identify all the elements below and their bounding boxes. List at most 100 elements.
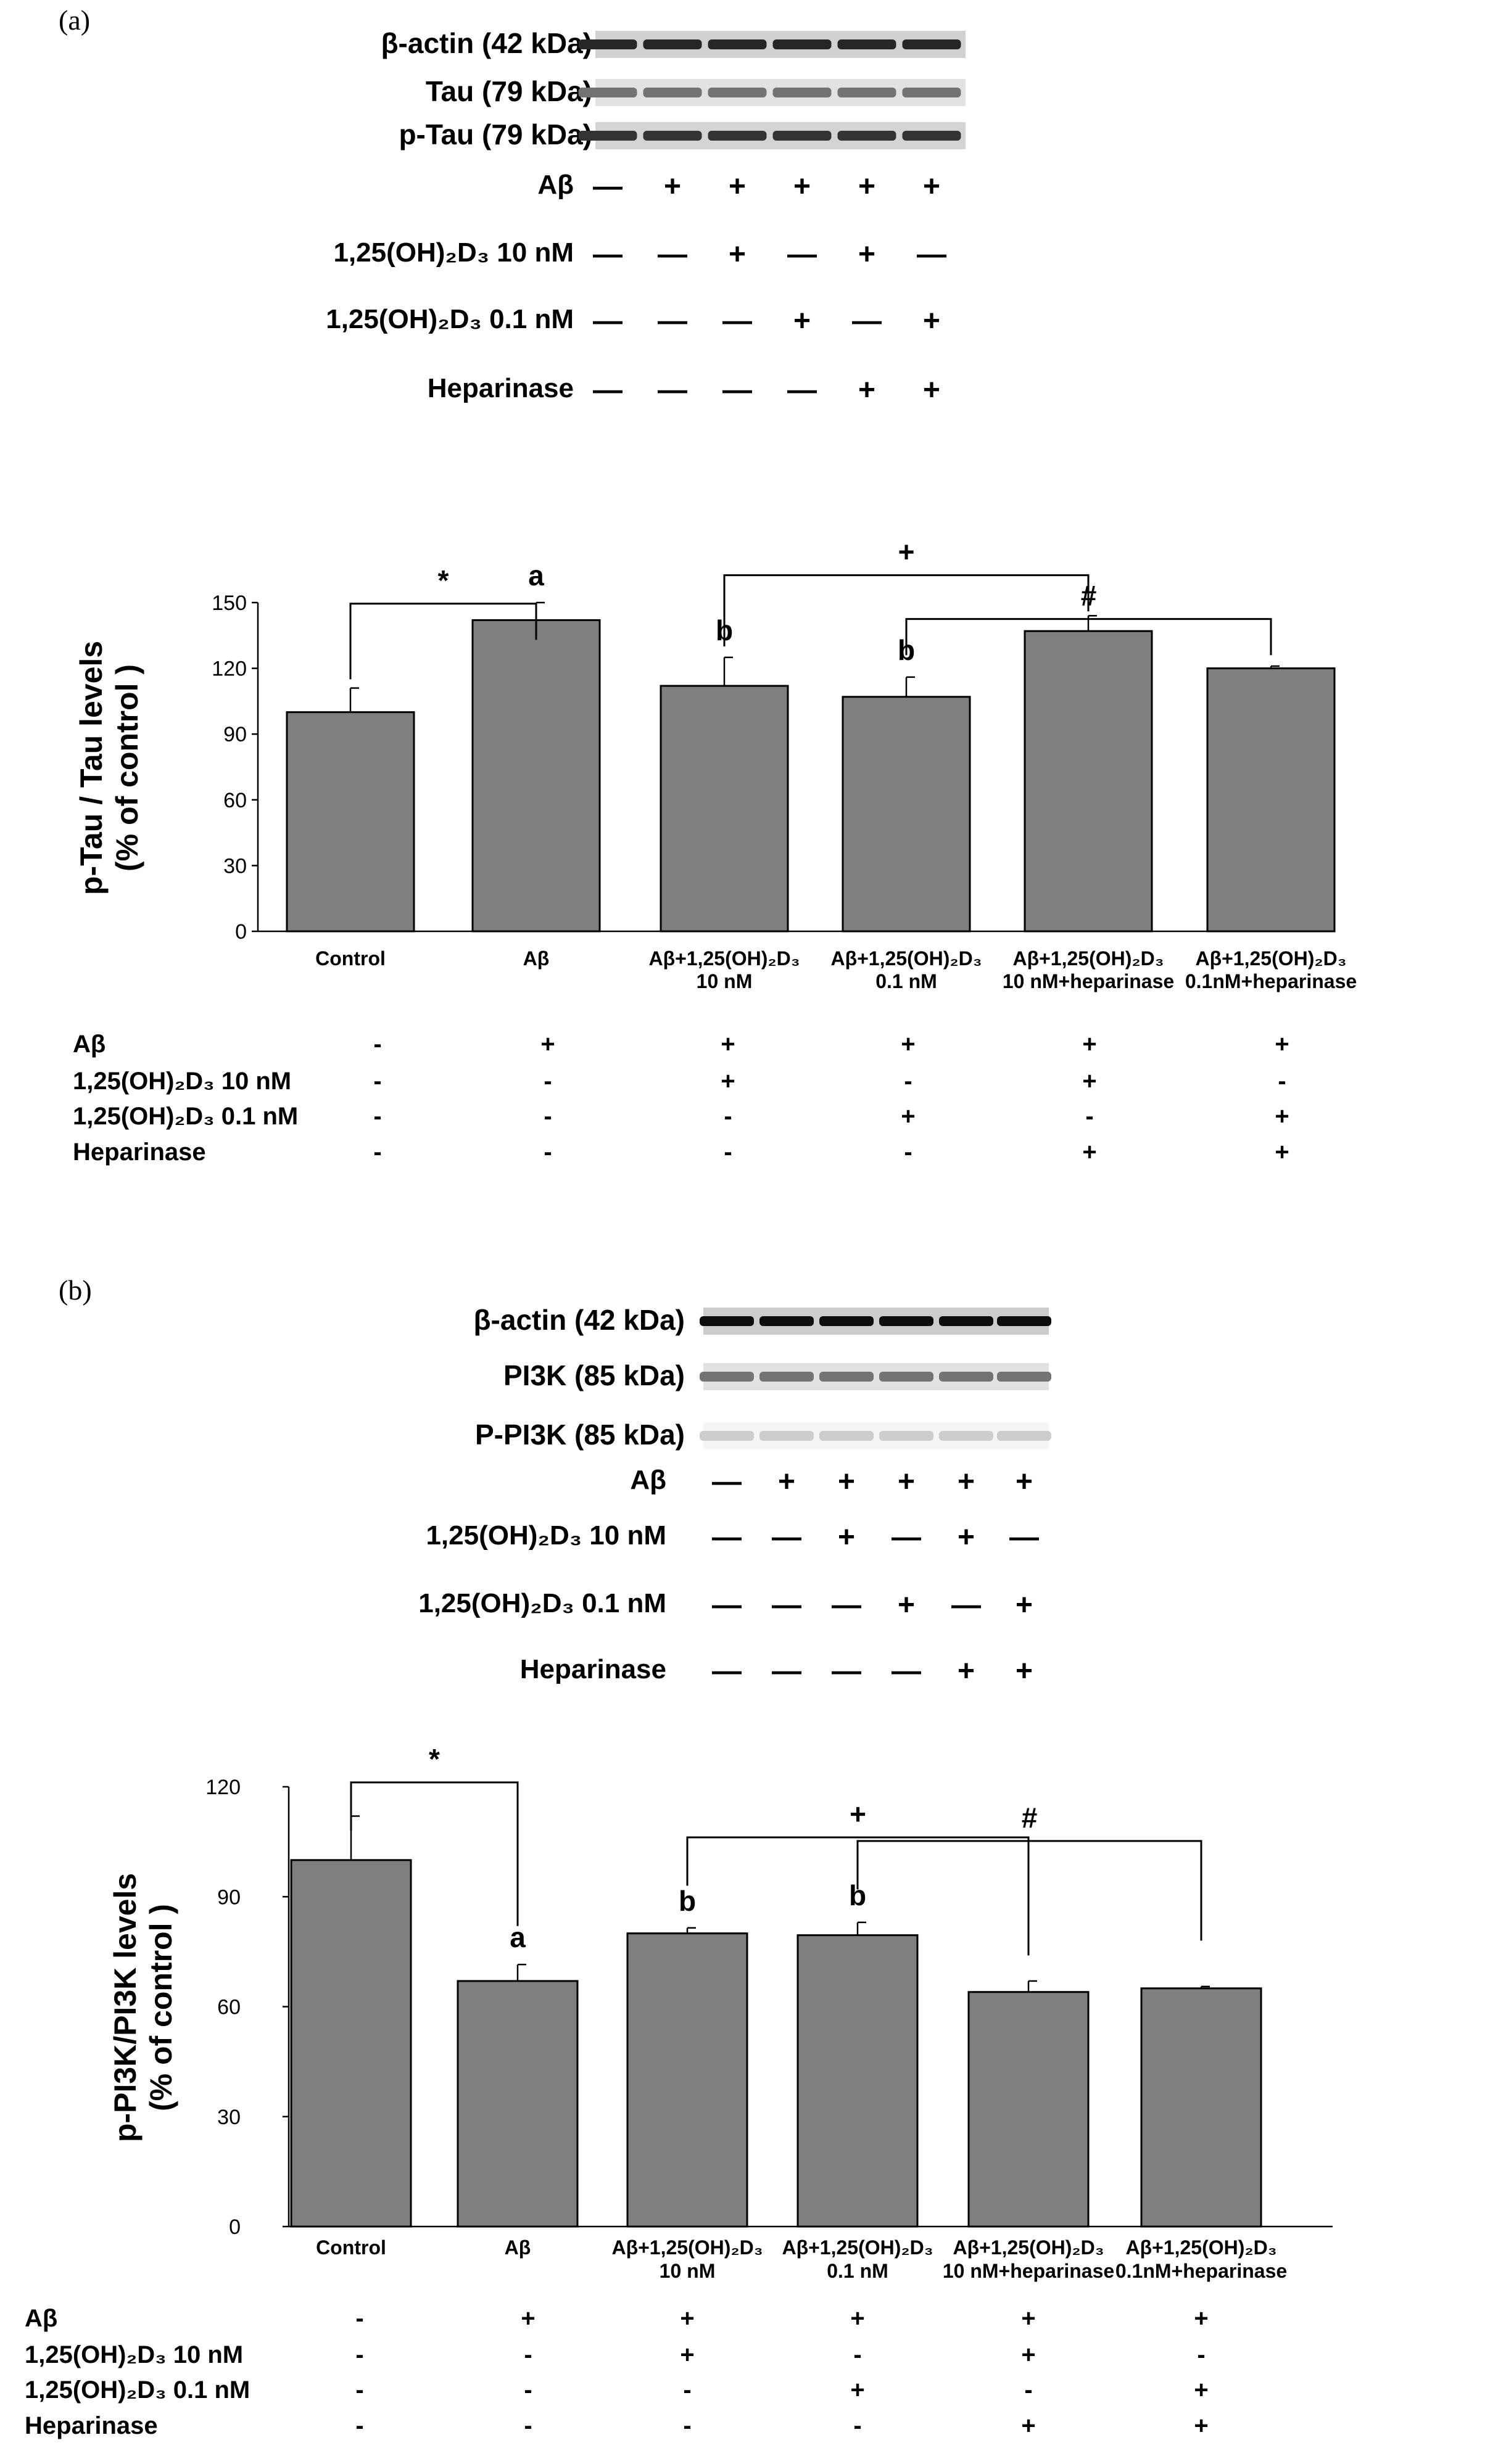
treatment-mark: - (373, 1068, 381, 1095)
significance-symbol: + (898, 536, 915, 568)
treatment-mark: + (1275, 1103, 1289, 1130)
category-label-line2: 10 nM+heparinase (1003, 970, 1174, 992)
blot-band (772, 88, 832, 97)
treatment-mark: - (1278, 1068, 1286, 1095)
y-tick-label: 90 (223, 723, 247, 746)
treatment-mark: + (1021, 2412, 1035, 2439)
treatment-mark: - (544, 1103, 552, 1130)
blot-condition-mark: — (832, 1589, 861, 1621)
blot-label: p-Tau (79 kDa) (399, 118, 592, 150)
treatment-mark: + (1275, 1031, 1289, 1058)
blot-band (819, 1316, 874, 1326)
category-label-line2: 0.1nM+heparinase (1185, 970, 1357, 992)
treatment-mark: + (1021, 2341, 1035, 2368)
blot-band (837, 131, 896, 141)
significance-symbol: + (850, 1798, 866, 1830)
significance-bracket (856, 1840, 1202, 1941)
blot-condition-mark: — (712, 1465, 742, 1498)
blot-condition-mark: — (722, 305, 752, 337)
blot-label: β-actin (42 kDa) (473, 1304, 685, 1336)
treatment-mark: - (355, 2341, 363, 2368)
bar (471, 619, 601, 933)
category-label: Aβ+1,25(OH)₂D₃ (648, 947, 800, 970)
blot-condition-mark: — (658, 374, 687, 406)
blot-band (708, 88, 767, 97)
bar (1024, 630, 1153, 933)
significance-bracket (723, 574, 1090, 647)
significance-bracket (350, 1781, 519, 1926)
blot-condition-mark: + (1016, 1589, 1033, 1621)
treatment-mark: - (853, 2412, 861, 2439)
blot-condition-label: 1,25(OH)₂D₃ 0.1 nM (326, 304, 574, 334)
blot-condition-mark: + (898, 1465, 915, 1498)
bar-chart: 0 30 60 90 120 p-PI3K/PI3K levels(% of contro… (108, 1743, 1333, 2282)
treatment-mark: + (850, 2376, 864, 2404)
treatment-mark: - (544, 1068, 552, 1095)
blot-condition-mark: — (712, 1521, 742, 1554)
blot-condition-label: 1,25(OH)₂D₃ 10 nM (426, 1520, 666, 1551)
blot-condition-label: Aβ (537, 170, 574, 200)
treatment-mark: - (524, 2376, 532, 2404)
blot-label: P-PI3K (85 kDa) (475, 1419, 685, 1451)
blot-band (939, 1431, 993, 1441)
blot-band (879, 1316, 933, 1326)
blot-condition-mark: — (593, 238, 623, 271)
blot-band (879, 1431, 933, 1441)
blot-band (578, 88, 637, 97)
blot-band (759, 1316, 814, 1326)
treatment-mark: + (1082, 1031, 1096, 1058)
blot-condition-mark: + (858, 374, 875, 406)
treatment-mark: - (524, 2341, 532, 2368)
y-axis-label-line: p-Tau / Tau levels (74, 641, 109, 895)
blot-condition-mark: — (593, 305, 623, 337)
treatment-mark: - (1024, 2376, 1032, 2404)
blot-condition-mark: + (838, 1465, 855, 1498)
treatment-mark: - (355, 2376, 363, 2404)
blot-condition-label: Aβ (630, 1465, 666, 1495)
blot-condition-mark: + (729, 170, 746, 203)
blot-band (837, 88, 896, 97)
blot-band (708, 131, 767, 141)
blot-condition-mark: — (712, 1655, 742, 1687)
treatment-mark: - (544, 1139, 552, 1166)
treatment-mark: - (904, 1139, 912, 1166)
y-tick-label: 60 (217, 1996, 241, 2019)
blot-band (939, 1316, 993, 1326)
blot-condition-mark: + (923, 170, 940, 203)
category-label-line2: 10 nM+heparinase (943, 2260, 1114, 2282)
blot-condition-mark: — (658, 305, 687, 337)
significance-bracket (905, 618, 1272, 656)
category-label: Control (315, 947, 386, 970)
treatment-mark: + (1194, 2412, 1208, 2439)
blot-band (772, 131, 832, 141)
blot-band (819, 1372, 874, 1382)
blot-condition-mark: + (858, 170, 875, 203)
blot-condition-mark: + (778, 1465, 795, 1498)
blot-band (700, 1431, 754, 1441)
treatment-label: 1,25(OH)₂D₃ 0.1 nM (25, 2376, 250, 2404)
bar (1206, 667, 1336, 933)
blot-band (700, 1316, 754, 1326)
blot-condition-mark: — (852, 305, 882, 337)
treatment-mark: - (373, 1103, 381, 1130)
panel-a: (a) β-actin (42 kDa) Tau (79 kDa) p-Tau (79… (59, 4, 1357, 1166)
significance-symbol: # (1081, 580, 1097, 612)
blot-condition-mark: — (892, 1655, 921, 1687)
significance-symbol: * (438, 564, 449, 596)
bar (626, 1932, 748, 2228)
blot-condition-mark: — (832, 1655, 861, 1687)
treatment-mark: + (680, 2305, 694, 2332)
blot-condition-mark: — (917, 238, 946, 271)
treatment-mark: + (1275, 1139, 1289, 1166)
blot-band (643, 131, 702, 141)
blot-band (997, 1431, 1051, 1441)
category-label-line2: 0.1 nM (827, 2260, 888, 2282)
blot-condition-mark: + (838, 1521, 855, 1554)
category-label: Aβ+1,25(OH)₂D₃ (1012, 947, 1164, 970)
significance-letter: a (510, 1921, 526, 1953)
blot-condition-mark: + (923, 374, 940, 406)
category-label: Aβ+1,25(OH)₂D₃ (611, 2236, 763, 2259)
treatment-mark: + (1021, 2305, 1035, 2332)
blot-condition-mark: — (1009, 1521, 1039, 1554)
